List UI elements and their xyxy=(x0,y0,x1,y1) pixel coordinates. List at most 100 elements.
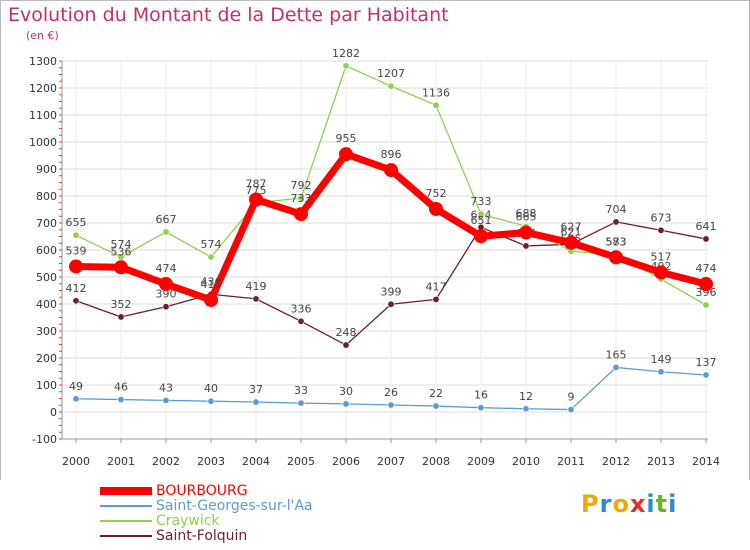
proxiti-logo: Proxiti xyxy=(581,490,677,518)
data-label: 396 xyxy=(696,286,717,299)
data-point xyxy=(387,401,395,409)
data-label: 733 xyxy=(291,192,312,205)
legend-label: BOURBOURG xyxy=(156,483,248,499)
data-label: 775 xyxy=(246,184,267,197)
data-label: 667 xyxy=(156,213,177,226)
y-tick-label: 300 xyxy=(36,325,57,338)
data-label: 137 xyxy=(696,356,717,369)
data-label: 1282 xyxy=(332,47,360,60)
x-tick-label: 2004 xyxy=(242,455,270,468)
legend-label: Saint-Folquin xyxy=(156,528,248,544)
data-label: 517 xyxy=(651,250,672,263)
logo-letter: t xyxy=(655,490,669,518)
data-label: 673 xyxy=(651,211,672,224)
data-label: 621 xyxy=(561,225,582,238)
data-point xyxy=(342,341,350,349)
data-label: 412 xyxy=(66,282,87,295)
data-label: 16 xyxy=(474,389,488,402)
data-label: 26 xyxy=(384,386,398,399)
data-label: 248 xyxy=(336,326,357,339)
y-tick-label: 1300 xyxy=(29,55,57,68)
data-point xyxy=(249,192,263,207)
data-point xyxy=(69,259,83,274)
data-point xyxy=(117,253,125,261)
data-point xyxy=(519,225,533,240)
data-label: 40 xyxy=(204,382,218,395)
data-point xyxy=(294,207,308,222)
data-label: 415 xyxy=(201,278,222,291)
legend-label: Craywick xyxy=(156,513,220,529)
data-label: 30 xyxy=(339,385,353,398)
x-tick-label: 2010 xyxy=(512,455,540,468)
data-point xyxy=(702,235,710,243)
data-label: 1207 xyxy=(377,67,405,80)
data-point xyxy=(72,297,80,305)
data-label: 37 xyxy=(249,383,263,396)
legend-swatch xyxy=(100,487,152,495)
data-point xyxy=(252,398,260,406)
plot-area: -100 0 100 200 300 400 500 600 700 800 900 1000 1100… xyxy=(0,0,750,480)
data-label: 704 xyxy=(606,203,627,216)
data-label: 627 xyxy=(561,221,582,234)
y-tick-label: 500 xyxy=(36,271,57,284)
chart-title: Evolution du Montant de la Dette par Hab… xyxy=(8,4,449,26)
data-point xyxy=(207,397,215,405)
data-label: 417 xyxy=(426,280,447,293)
data-label: 1136 xyxy=(422,86,450,99)
data-point xyxy=(207,253,215,261)
logo-letter: i xyxy=(646,490,656,518)
data-point xyxy=(117,396,125,404)
data-label: 536 xyxy=(111,245,132,258)
x-tick-label: 2009 xyxy=(467,455,495,468)
x-tick-label: 2006 xyxy=(332,455,360,468)
data-point xyxy=(609,250,623,265)
data-point xyxy=(297,317,305,325)
x-tick-label: 2002 xyxy=(152,455,180,468)
data-label: 539 xyxy=(66,244,87,257)
data-label: 955 xyxy=(336,132,357,145)
data-label: 583 xyxy=(606,236,627,249)
logo-letter: P xyxy=(581,490,600,518)
data-label: 574 xyxy=(111,238,132,251)
data-label: 641 xyxy=(696,220,717,233)
x-tick-label: 2005 xyxy=(287,455,315,468)
logo-letter: o xyxy=(612,490,630,518)
data-point xyxy=(657,226,665,234)
data-point xyxy=(564,235,578,250)
data-point xyxy=(387,300,395,308)
data-label: 733 xyxy=(471,195,492,208)
data-label: 419 xyxy=(246,280,267,293)
y-tick-label: -100 xyxy=(32,433,57,446)
data-point xyxy=(342,400,350,408)
data-label: 651 xyxy=(471,214,492,227)
data-label: 46 xyxy=(114,381,128,394)
data-point xyxy=(522,405,530,413)
data-label: 165 xyxy=(606,348,627,361)
data-point xyxy=(477,404,485,412)
y-tick-label: 400 xyxy=(36,298,57,311)
x-tick-label: 2001 xyxy=(107,455,135,468)
data-point xyxy=(297,399,305,407)
data-label: 43 xyxy=(159,381,173,394)
data-point xyxy=(339,147,353,162)
data-point xyxy=(384,163,398,178)
x-tick-label: 2011 xyxy=(557,455,585,468)
data-label: 896 xyxy=(381,148,402,161)
data-label: 49 xyxy=(69,380,83,393)
data-label: 336 xyxy=(291,302,312,315)
y-tick-label: 100 xyxy=(36,379,57,392)
data-label: 22 xyxy=(429,387,443,400)
legend-swatch xyxy=(100,505,152,507)
y-tick-label: 200 xyxy=(36,352,57,365)
data-point xyxy=(612,363,620,371)
data-label: 752 xyxy=(426,187,447,200)
data-label: 474 xyxy=(696,262,717,275)
y-tick-label: 800 xyxy=(36,190,57,203)
data-point xyxy=(477,210,485,218)
legend-label: Saint-Georges-sur-l'Aa xyxy=(156,498,313,514)
series-saint-georges-sur-l-aa: 49 46 43 40 37 33 30 26 22 16 12 9 165 149 137 xyxy=(69,348,717,414)
data-label: 33 xyxy=(294,384,308,397)
series-saint-folquin: 4123523904364193362483994176846156217046… xyxy=(66,203,717,349)
